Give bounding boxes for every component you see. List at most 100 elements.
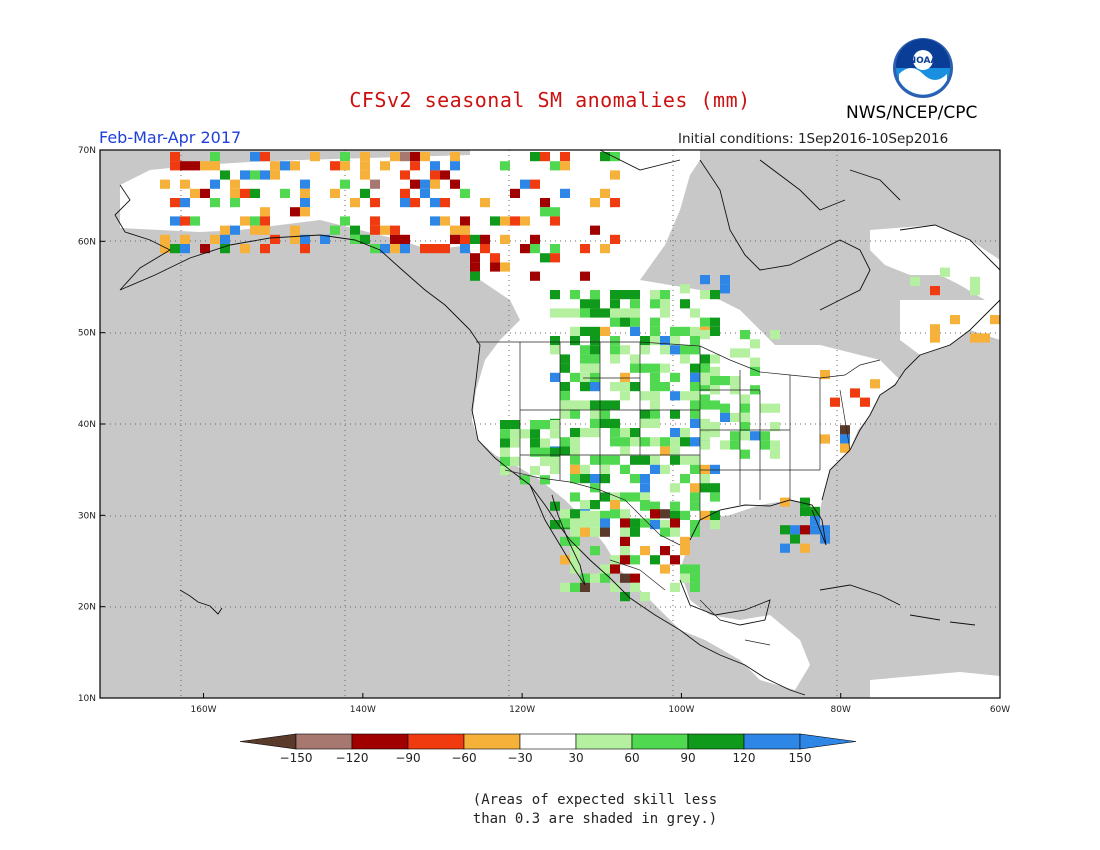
anomaly-cell: [240, 216, 250, 226]
anomaly-cell: [510, 438, 520, 448]
anomaly-cell: [580, 573, 590, 583]
anomaly-cell: [550, 207, 560, 217]
anomaly-cell: [650, 326, 660, 336]
anomaly-cell: [730, 376, 740, 386]
anomaly-cell: [700, 440, 710, 450]
map-layer: [99, 149, 1001, 699]
anomaly-cell: [690, 336, 700, 346]
anomaly-cell: [750, 357, 760, 367]
anomaly-cell: [940, 267, 950, 277]
anomaly-cell: [490, 253, 500, 263]
anomaly-cell: [650, 409, 660, 419]
anomaly-cell: [230, 188, 240, 198]
gridlines: [100, 150, 1000, 698]
anomaly-cell: [620, 382, 630, 392]
anomaly-cell: [690, 363, 700, 373]
anomaly-cell: [490, 262, 500, 272]
anomaly-cell: [220, 234, 230, 244]
anomaly-cell: [690, 326, 700, 336]
anomaly-cell: [700, 363, 710, 373]
anomaly-cell: [670, 455, 680, 465]
anomaly-cell: [790, 525, 800, 535]
anomaly-cell: [640, 455, 650, 465]
anomaly-cell: [710, 464, 720, 474]
anomaly-cell: [610, 336, 620, 346]
anomaly-cell: [650, 382, 660, 392]
anomaly-cell: [620, 592, 630, 602]
anomaly-cell: [800, 497, 810, 507]
anomaly-cell: [830, 397, 840, 407]
anomaly-cell: [570, 527, 580, 537]
anomaly-cell: [620, 527, 630, 537]
anomaly-cell: [610, 455, 620, 465]
anomaly-cell: [580, 428, 590, 438]
anomaly-cell: [600, 308, 610, 318]
colorbar-label: −60: [451, 751, 476, 765]
anomaly-cell: [590, 336, 600, 346]
anomaly-cell: [540, 456, 550, 466]
anomaly-cell: [590, 428, 600, 438]
anomaly-cell: [590, 372, 600, 382]
land-area-caribbean-patch: [870, 672, 1000, 698]
anomaly-cell: [560, 382, 570, 392]
anomaly-cell: [300, 188, 310, 198]
anomaly-cell: [610, 564, 620, 574]
anomaly-cell: [680, 546, 690, 556]
anomaly-cell: [610, 555, 620, 565]
anomaly-cell: [560, 509, 570, 519]
anomaly-cell: [220, 244, 230, 254]
anomaly-cell: [670, 582, 680, 592]
anomaly-cell: [750, 339, 760, 349]
anomaly-cell: [580, 520, 590, 530]
anomaly-cell: [700, 275, 710, 285]
anomaly-cell: [180, 244, 190, 254]
anomaly-cell: [620, 428, 630, 438]
anomaly-cell: [700, 464, 710, 474]
noaa-logo-text: NOAA: [909, 56, 938, 66]
anomaly-cell: [300, 179, 310, 189]
anomaly-cell: [650, 290, 660, 300]
anomaly-cell: [590, 345, 600, 355]
anomaly-cell: [620, 509, 630, 519]
colorbar-label: 60: [624, 751, 639, 765]
anomaly-cell: [610, 400, 620, 410]
land-area-north-america: [470, 150, 900, 690]
anomaly-cell: [610, 354, 620, 364]
anomaly-cell: [610, 382, 620, 392]
anomaly-cell: [600, 492, 610, 502]
anomaly-cell: [300, 198, 310, 208]
anomaly-cell: [800, 506, 810, 516]
colorbar-segment: [295, 733, 353, 750]
anomaly-cell: [580, 464, 590, 474]
anomaly-cell: [590, 225, 600, 235]
anomaly-cell: [440, 170, 450, 180]
anomaly-cell: [550, 345, 560, 355]
anomaly-cell: [250, 225, 260, 235]
anomaly-cell: [260, 216, 270, 226]
anomaly-cell: [580, 400, 590, 410]
anomaly-cell: [710, 428, 720, 438]
anomaly-cell: [540, 447, 550, 457]
anomaly-cell: [590, 546, 600, 556]
anomaly-cell: [180, 161, 190, 171]
anomaly-cell: [810, 525, 820, 535]
anomaly-cell: [190, 188, 200, 198]
us-mexico-border: [504, 469, 681, 546]
anomaly-cell: [610, 170, 620, 180]
coastline-alaska: [114, 184, 471, 331]
anomaly-cell: [550, 520, 560, 530]
anomaly-cell: [660, 308, 670, 318]
anomaly-cell: [430, 244, 440, 254]
us-canada-border: [476, 341, 881, 379]
colorbar-segment: [519, 733, 577, 750]
anomaly-cell: [190, 161, 200, 171]
anomaly-cell: [590, 418, 600, 428]
anomaly-cell: [590, 474, 600, 484]
anomaly-cell: [380, 225, 390, 235]
anomaly-cell: [560, 363, 570, 373]
anomaly-cell: [350, 198, 360, 208]
anomaly-cell: [560, 152, 570, 162]
anomaly-cell: [290, 161, 300, 171]
anomaly-cell: [420, 188, 430, 198]
